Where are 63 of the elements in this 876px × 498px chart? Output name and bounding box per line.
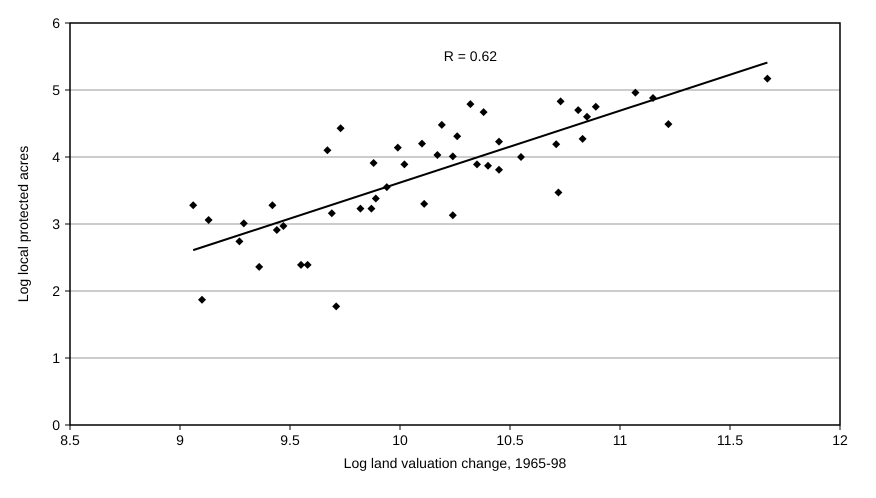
point [664, 120, 672, 128]
point [552, 140, 560, 148]
point [198, 296, 206, 304]
point [332, 302, 340, 310]
point [328, 209, 336, 218]
point [204, 216, 213, 224]
point [304, 260, 312, 269]
point [370, 159, 378, 168]
point [420, 200, 428, 208]
point [367, 204, 376, 213]
point [255, 262, 264, 271]
point [763, 74, 772, 83]
point [578, 134, 587, 143]
x-tick-label: 11 [612, 432, 628, 448]
point [438, 120, 446, 129]
point [279, 222, 288, 230]
point [372, 194, 380, 203]
point [495, 166, 503, 174]
point [433, 150, 442, 159]
x-tick-label: 9 [176, 432, 184, 448]
x-tick-label: 9.5 [280, 432, 300, 448]
x-axis-title: Log land valuation change, 1965-98 [344, 455, 567, 471]
point [448, 211, 457, 220]
point [453, 132, 462, 140]
point [554, 188, 562, 197]
point [268, 201, 276, 210]
annotation: R = 0.62 [444, 48, 498, 64]
y-axis-title: Log local protected acres [15, 146, 31, 302]
point [484, 162, 492, 170]
y-tick-label: 5 [52, 82, 60, 98]
point [592, 102, 600, 111]
point [473, 160, 481, 168]
x-tick-label: 8.5 [60, 432, 80, 448]
point [189, 201, 198, 210]
point [517, 153, 525, 161]
point [400, 160, 408, 168]
point [466, 100, 474, 108]
point [574, 106, 582, 114]
y-tick-label: 2 [52, 283, 60, 299]
y-tick-label: 4 [52, 149, 60, 165]
point [240, 219, 248, 228]
y-tick-label: 1 [52, 350, 60, 366]
x-tick-label: 12 [832, 432, 848, 448]
point [418, 140, 426, 148]
y-tick-label: 6 [52, 15, 60, 31]
x-tick-label: 10.5 [496, 432, 524, 448]
x-tick-label: 10 [392, 432, 408, 448]
point [448, 152, 457, 160]
point [480, 108, 488, 116]
y-tick-label: 3 [52, 216, 60, 232]
point [297, 260, 305, 269]
point [631, 88, 640, 97]
point [556, 97, 565, 106]
point [394, 144, 402, 152]
point [583, 112, 591, 121]
point [235, 237, 244, 246]
point [356, 204, 364, 213]
y-tick-label: 0 [52, 417, 60, 433]
point [272, 226, 281, 234]
x-tick-label: 11.5 [716, 432, 744, 448]
point [495, 138, 503, 146]
point [336, 124, 345, 132]
point [323, 146, 332, 154]
